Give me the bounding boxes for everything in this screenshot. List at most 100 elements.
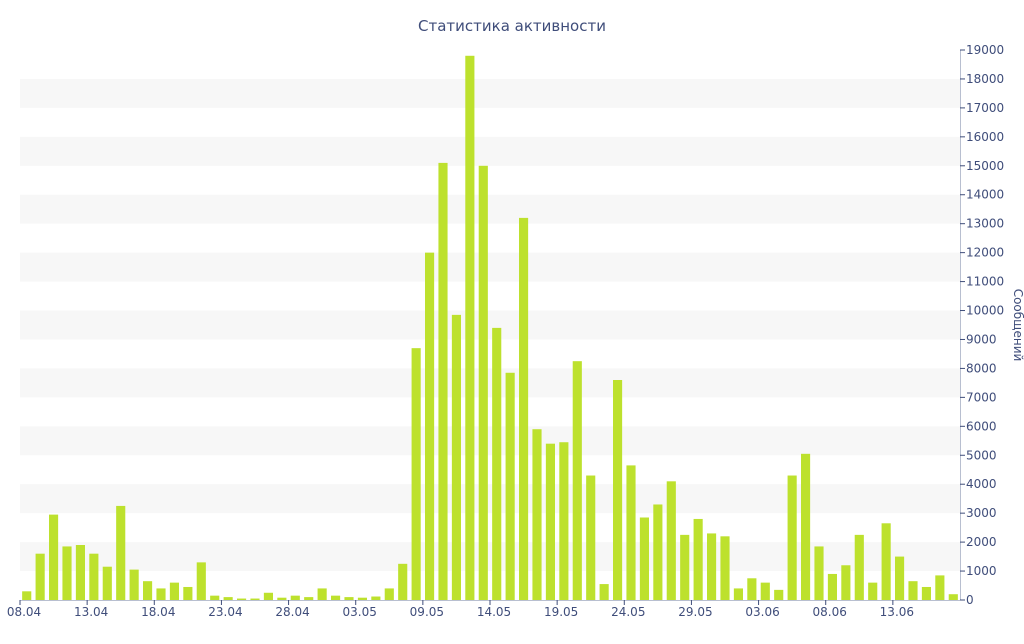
y-tick-label: 7000 [966,390,997,404]
bar [693,518,703,600]
chart-title: Статистика активности [418,17,606,35]
bar [747,578,757,600]
bar [22,591,32,600]
bar [653,504,663,600]
grid-band [20,136,960,166]
y-tick-label: 13000 [966,217,1004,231]
bar [895,556,905,600]
bar [290,595,300,600]
y-tick-label: 18000 [966,72,1004,86]
bar [75,545,85,600]
bar-series [22,55,958,601]
bar [143,581,153,600]
x-tick-label: 29.05 [678,605,712,619]
bar [613,380,623,600]
bar [801,453,811,600]
y-tick-label: 1000 [966,564,997,578]
bar [411,348,421,600]
bar [868,582,878,600]
bar [451,314,461,600]
y-tick-label: 16000 [966,130,1004,144]
x-tick-label: 13.04 [74,605,108,619]
y-tick-label: 12000 [966,246,1004,260]
bar [586,475,596,600]
bar [478,165,488,600]
bar [35,553,45,600]
bar [384,588,394,600]
grid-band [20,484,960,514]
y-tick-label: 17000 [966,101,1004,115]
bar [492,327,502,600]
bar [572,361,582,600]
bar [827,573,837,600]
bar [196,562,206,600]
x-tick-label: 19.05 [544,605,578,619]
x-tick-label: 23.04 [208,605,242,619]
grid-band [20,194,960,224]
bar [156,588,166,600]
bar [545,443,555,600]
bar [532,429,542,600]
bar [183,586,193,600]
bar [129,569,139,600]
bar [921,586,931,600]
grid-band [20,426,960,456]
y-tick-label: 8000 [966,361,997,375]
y-tick-label: 10000 [966,304,1004,318]
bar [237,598,247,600]
bar [881,523,891,600]
bar [344,597,354,600]
bar [559,442,569,600]
bar [317,588,327,600]
bar [935,575,945,600]
bar [425,252,435,600]
bar [787,475,797,600]
x-tick-label: 08.04 [7,605,41,619]
y-tick-label: 19000 [966,43,1004,57]
bar [250,598,260,600]
bar [599,584,609,600]
x-tick-label: 03.06 [745,605,779,619]
y-tick-label: 0 [966,593,974,607]
bar [733,588,743,600]
bar [438,162,448,601]
grid-band [20,78,960,108]
bar [519,217,529,601]
bar [116,505,126,600]
grid-bands [20,78,960,572]
y-tick-label: 3000 [966,506,997,520]
bar [371,596,381,600]
grid-band [20,368,960,398]
x-tick-label: 08.06 [813,605,847,619]
bar [223,597,233,600]
bar [331,595,341,600]
x-tick-label: 28.04 [275,605,309,619]
y-tick-label: 4000 [966,477,997,491]
y-tick-label: 5000 [966,448,997,462]
bar [398,563,408,600]
bar [707,533,717,600]
grid-band [20,310,960,340]
bar [908,581,918,600]
bar [277,597,287,600]
bar [774,589,784,600]
y-tick-label: 6000 [966,419,997,433]
y-tick-label: 9000 [966,332,997,346]
bar [102,566,112,600]
bar [357,597,367,600]
bar [263,592,273,600]
bar [169,582,179,600]
bar [948,594,958,600]
bar [626,465,636,600]
bar [854,534,864,600]
bar [666,481,676,600]
bar [720,536,730,600]
y-tick-label: 11000 [966,275,1004,289]
bar [639,517,649,600]
bar [49,514,59,600]
y-tick-label: 15000 [966,159,1004,173]
bar [89,553,99,600]
y-tick-label: 2000 [966,535,997,549]
